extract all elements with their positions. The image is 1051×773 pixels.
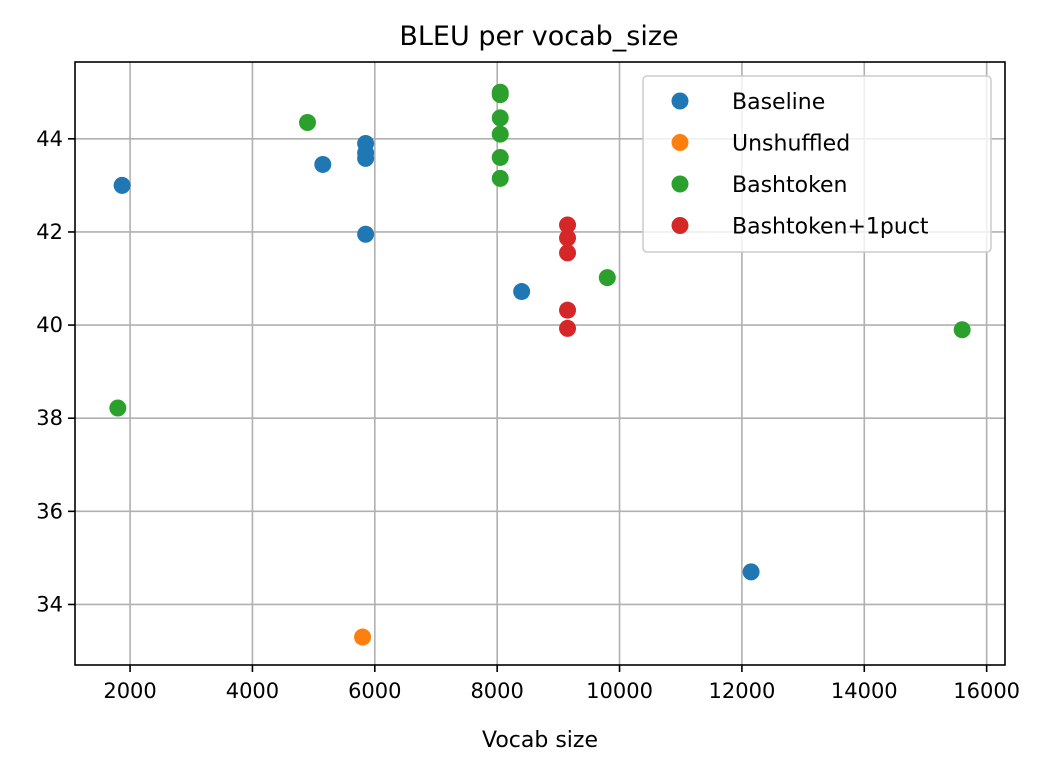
x-tick-label: 16000 [953,679,1020,703]
point-bashtoken [491,86,509,104]
legend-label-bashtoken-1puct: Bashtoken+1puct [732,215,929,240]
x-tick-label: 12000 [709,679,776,703]
y-tick-label: 40 [36,313,63,337]
legend-label-unshuffled: Unshuffled [732,132,850,157]
point-bashtoken-1puct [559,319,577,337]
point-bashtoken-1puct [559,244,577,262]
chart-title: BLEU per vocab_size [399,21,678,52]
x-tick-label: 14000 [831,679,898,703]
point-baseline [742,563,760,581]
x-tick-label: 8000 [470,679,523,703]
point-bashtoken [491,125,509,143]
point-bashtoken-1puct [559,229,577,247]
legend-marker-unshuffled [671,134,689,151]
y-tick-label: 42 [36,220,63,244]
y-tick-label: 44 [36,127,63,151]
legend-label-baseline: Baseline [732,90,825,115]
point-bashtoken [491,109,509,127]
point-unshuffled [354,628,372,646]
x-tick-label: 2000 [103,679,156,703]
point-baseline [357,149,375,167]
point-bashtoken [299,114,316,132]
x-axis-label: Vocab size [482,728,598,753]
point-bashtoken-1puct [559,301,577,319]
legend-marker-baseline [671,92,689,110]
ticks: 2000 4000 6000 8000 10000 12000 14000 16000 34 36… [36,127,1020,703]
y-tick-label: 36 [36,499,63,523]
point-baseline [513,283,531,301]
legend-marker-bashtoken [671,175,689,193]
point-bashtoken [598,269,616,287]
plot-frame [74,61,1006,666]
legend: Baseline Unshuffled Bashtoken Bashtoken+1pu… [642,75,992,253]
point-bashtoken [491,169,509,187]
point-bashtoken-1puct [559,216,577,234]
y-tick-label: 38 [36,406,63,430]
data-points [109,83,971,646]
point-baseline [113,176,131,194]
legend-box [642,75,992,253]
y-tick-label: 34 [36,592,63,616]
point-baseline [314,155,332,173]
x-tick-label: 10000 [586,679,653,703]
legend-label-bashtoken: Bashtoken [732,173,848,198]
x-tick-label: 6000 [348,679,401,703]
legend-marker-bashtoken-1puct [671,217,689,234]
point-bashtoken [491,148,509,166]
point-bashtoken [953,321,971,339]
x-tick-label: 4000 [226,679,279,703]
point-bashtoken [109,399,127,417]
point-baseline [357,225,375,243]
